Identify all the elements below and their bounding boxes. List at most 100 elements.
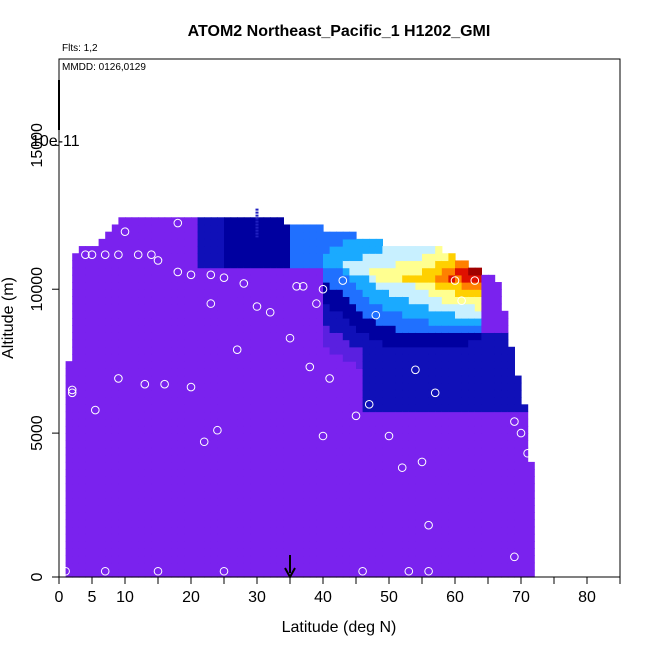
heat-cell xyxy=(230,418,238,427)
heat-cell xyxy=(204,497,212,506)
heat-cell xyxy=(395,296,403,305)
heat-cell xyxy=(177,389,185,398)
heat-cell xyxy=(369,505,377,513)
heat-cell xyxy=(177,461,185,470)
heat-cell xyxy=(144,382,152,391)
heat-cell xyxy=(105,253,113,262)
heat-cell xyxy=(164,433,172,441)
heat-cell xyxy=(237,562,245,571)
heat-cell xyxy=(402,267,410,276)
heat-cell xyxy=(428,382,436,391)
x-tick-label: 20 xyxy=(182,589,200,606)
heat-cell xyxy=(408,325,416,333)
heat-cell xyxy=(527,533,535,542)
heat-cell xyxy=(329,548,337,557)
heat-cell xyxy=(224,382,232,391)
heat-cell xyxy=(316,555,324,564)
heat-cell xyxy=(448,512,456,521)
heat-cell xyxy=(303,418,311,427)
heat-cell xyxy=(323,548,331,557)
heat-cell xyxy=(118,310,126,319)
heat-cell xyxy=(494,512,502,521)
heat-cell xyxy=(138,375,146,384)
heat-cell xyxy=(362,238,370,247)
heat-cell xyxy=(474,310,482,319)
heat-cell xyxy=(118,325,126,333)
heat-cell xyxy=(138,267,146,276)
heat-cell xyxy=(164,361,172,369)
heat-cell xyxy=(217,274,225,283)
heat-cell xyxy=(441,404,449,413)
heat-cell xyxy=(191,418,199,427)
heat-cell xyxy=(276,246,284,254)
heat-cell xyxy=(356,282,364,290)
heat-cell xyxy=(290,541,298,549)
heat-cell xyxy=(191,303,199,312)
heat-cell xyxy=(197,555,205,564)
heat-cell xyxy=(323,497,331,506)
heat-cell xyxy=(448,382,456,391)
heat-cell xyxy=(270,296,278,305)
heat-cell xyxy=(455,519,463,528)
heat-cell xyxy=(356,469,364,477)
heat-cell xyxy=(501,404,509,413)
heat-cell xyxy=(382,490,390,499)
heat-cell xyxy=(105,375,113,384)
heat-cell xyxy=(98,303,106,312)
heat-cell xyxy=(276,238,284,247)
heat-cell xyxy=(151,411,159,420)
heat-cell xyxy=(349,397,357,405)
heat-cell xyxy=(191,425,199,434)
heat-cell xyxy=(158,289,166,298)
heat-cell xyxy=(296,231,304,240)
heat-cell xyxy=(263,469,271,477)
heat-cell xyxy=(224,282,232,290)
heat-cell xyxy=(144,469,152,477)
heat-cell xyxy=(78,548,86,557)
heat-cell xyxy=(276,368,284,377)
heat-cell xyxy=(309,469,317,477)
heat-cell xyxy=(290,274,298,283)
heat-cell xyxy=(144,433,152,441)
heat-cell xyxy=(105,332,113,341)
heat-cell xyxy=(323,253,331,262)
heat-cell xyxy=(448,418,456,427)
heat-cell xyxy=(362,325,370,333)
heat-cell xyxy=(428,418,436,427)
heat-cell xyxy=(98,461,106,470)
heat-cell xyxy=(204,533,212,542)
heat-cell xyxy=(276,512,284,521)
heat-cell xyxy=(448,447,456,456)
heat-cell xyxy=(111,332,119,341)
heat-cell xyxy=(296,389,304,398)
heat-cell xyxy=(441,389,449,398)
heat-cell xyxy=(356,526,364,535)
heat-cell xyxy=(461,310,469,319)
heat-cell xyxy=(197,476,205,485)
heat-cell xyxy=(184,274,192,283)
heat-cell xyxy=(336,548,344,557)
heat-cell xyxy=(177,533,185,542)
heat-cell xyxy=(204,224,212,233)
heat-cell xyxy=(296,253,304,262)
heat-cell xyxy=(65,533,73,542)
x-tick-label: 0 xyxy=(55,589,64,606)
heat-cell xyxy=(138,346,146,355)
heat-cell xyxy=(125,224,133,233)
heat-cell xyxy=(257,339,265,348)
heat-cell xyxy=(356,562,364,571)
heat-cell xyxy=(422,476,430,485)
heat-cell xyxy=(270,267,278,276)
heat-cell xyxy=(131,238,139,247)
heat-cell xyxy=(316,282,324,290)
heat-cell xyxy=(177,289,185,298)
heat-cell xyxy=(118,440,126,449)
heat-cell xyxy=(257,418,265,427)
heat-cell xyxy=(144,490,152,499)
heat-cell xyxy=(191,497,199,506)
heat-cell xyxy=(92,490,100,499)
heat-cell xyxy=(217,454,225,463)
heat-cell xyxy=(435,289,443,298)
heat-cell xyxy=(217,433,225,441)
heat-cell xyxy=(138,325,146,333)
